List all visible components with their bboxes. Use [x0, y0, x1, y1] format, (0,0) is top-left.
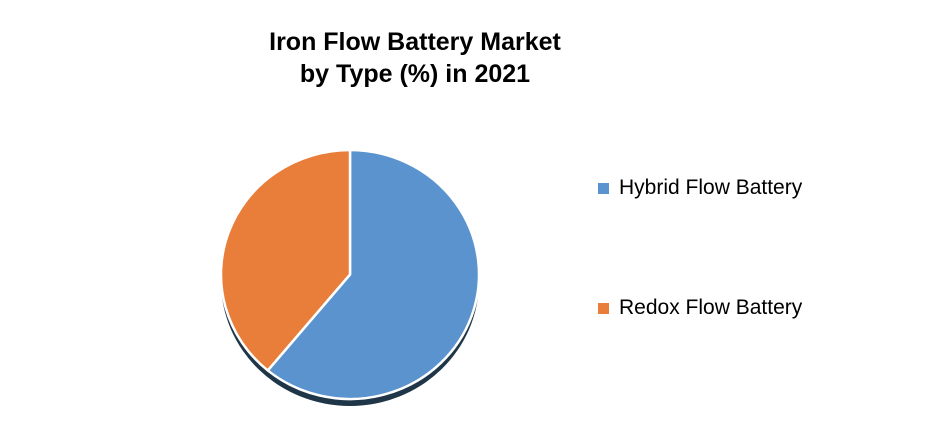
chart-title-line-2: by Type (%) in 2021 [299, 60, 531, 88]
chart-title-line-1: Iron Flow Battery Market [269, 28, 561, 56]
pie-slice-redox-flow-battery [219, 148, 352, 372]
legend-item-redox-flow-battery: Redox Flow Battery [598, 295, 802, 321]
pie-chart [219, 148, 481, 406]
legend-swatch-orange-icon [598, 302, 609, 314]
legend-swatch-blue-icon [598, 182, 609, 194]
legend-label: Redox Flow Battery [619, 296, 803, 319]
pie-slice-hybrid-flow-battery [266, 148, 481, 401]
legend-label: Hybrid Flow Battery [619, 176, 803, 199]
pie-slices [219, 148, 481, 401]
legend-item-hybrid-flow-battery: Hybrid Flow Battery [598, 175, 802, 201]
chart-title: Iron Flow Battery Market by Type (%) in … [65, 26, 765, 90]
